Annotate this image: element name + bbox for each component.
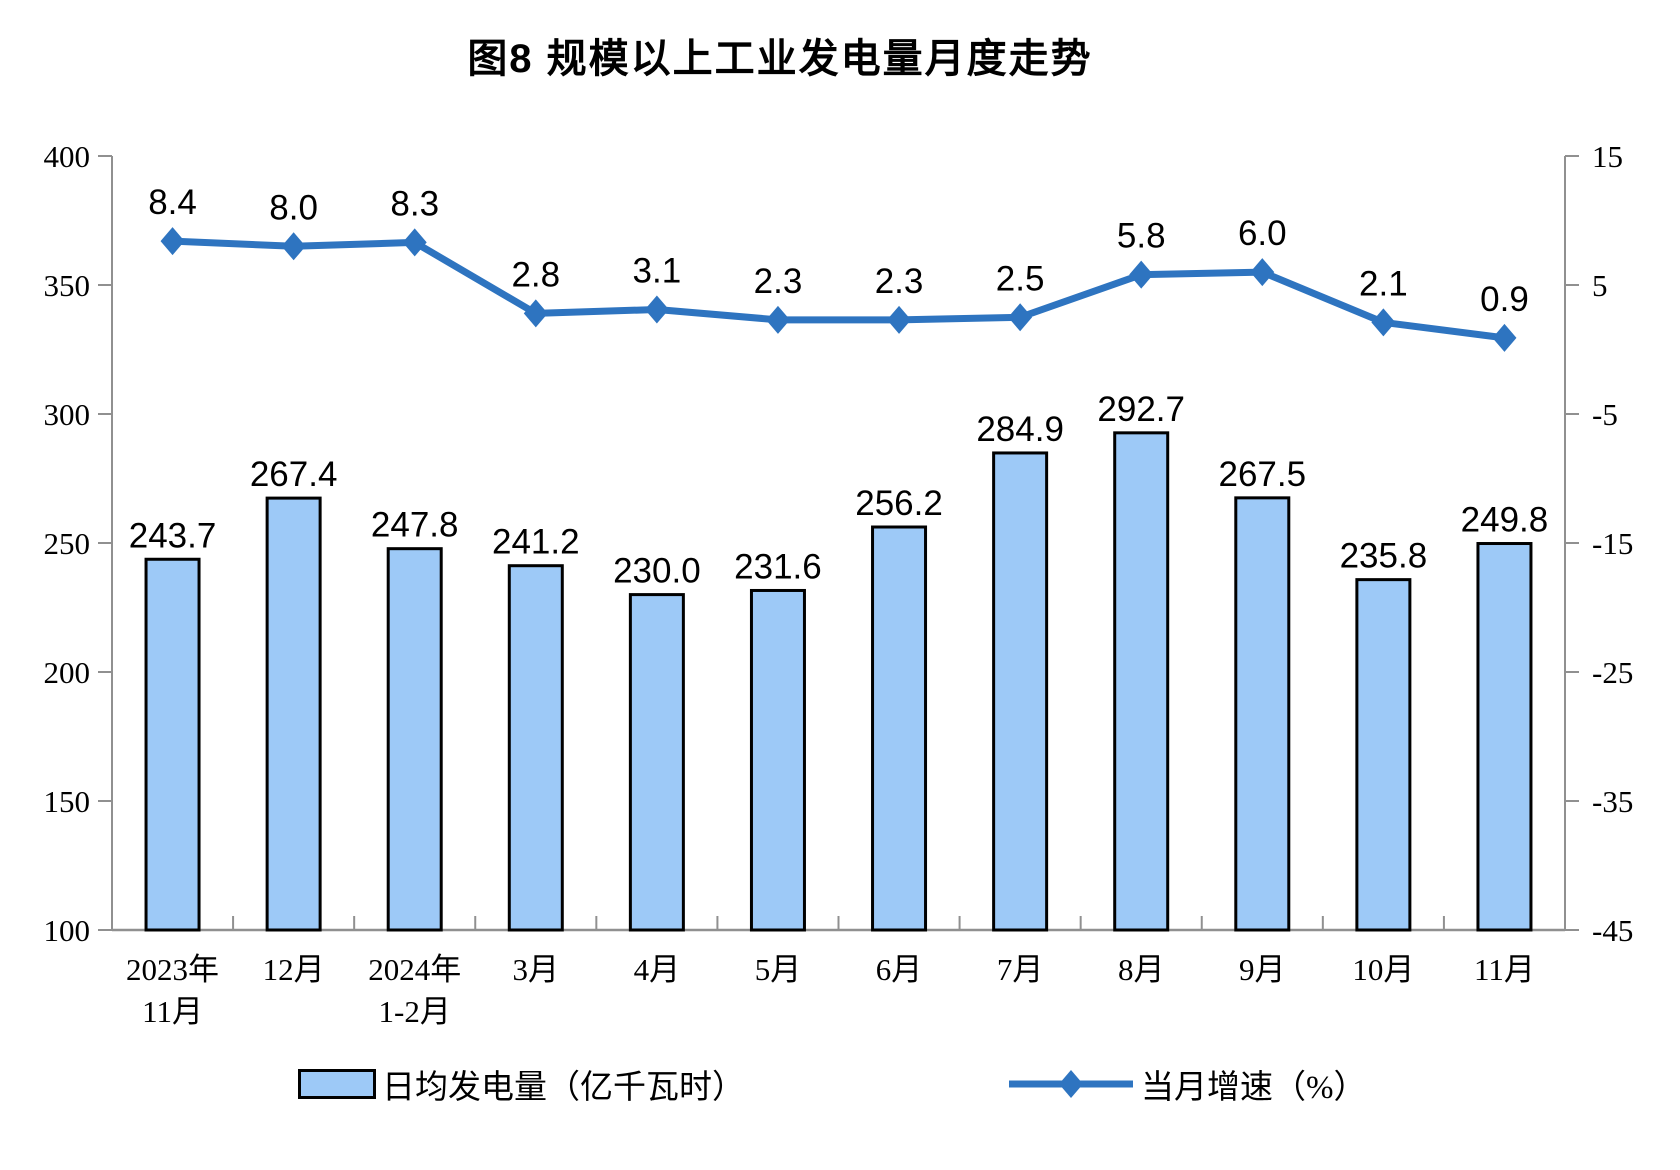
line-marker-diamond-icon <box>281 232 306 261</box>
bar-value-label: 267.4 <box>250 455 338 494</box>
line-marker-diamond-icon <box>1492 323 1517 352</box>
bar-series-swatch-icon <box>298 1069 376 1099</box>
x-axis-category-label: 11月 <box>1474 952 1535 987</box>
x-axis-category-label: 4月 <box>634 952 681 987</box>
left-axis-tick-label: 150 <box>44 784 91 819</box>
bar-daily-generation <box>628 593 685 932</box>
line-value-label: 2.8 <box>511 255 560 294</box>
x-axis-category-label: 1-2月 <box>379 994 451 1029</box>
line-value-label: 5.8 <box>1117 217 1166 256</box>
right-axis-tick-label: -25 <box>1592 655 1633 690</box>
bar-daily-generation <box>1355 578 1412 932</box>
line-marker-diamond-icon <box>523 299 548 328</box>
line-value-label: 3.1 <box>633 252 682 291</box>
line-marker-diamond-icon <box>1371 308 1396 337</box>
bar-daily-generation <box>1113 431 1170 932</box>
legend-item-line-series: 当月增速（%） <box>1005 1066 1367 1106</box>
line-value-label: 2.1 <box>1359 264 1408 303</box>
bar-daily-generation <box>1234 496 1291 932</box>
line-value-label: 8.0 <box>269 188 318 227</box>
line-marker-diamond-icon <box>765 305 790 334</box>
bar-value-label: 231.6 <box>734 547 822 586</box>
line-value-label: 8.3 <box>390 184 439 223</box>
bar-value-label: 267.5 <box>1218 455 1306 494</box>
line-marker-diamond-icon <box>1250 258 1275 287</box>
growth-rate-line <box>172 237 1505 342</box>
line-value-label: 2.5 <box>996 259 1045 298</box>
left-axis-tick-label: 200 <box>44 655 91 690</box>
x-axis-category-label: 2023年 <box>126 952 219 987</box>
x-axis-category-label: 10月 <box>1352 952 1414 987</box>
left-axis-tick-label: 100 <box>44 913 91 948</box>
line-marker-diamond-icon <box>887 305 912 334</box>
bar-value-label: 284.9 <box>976 410 1064 449</box>
line-marker-diamond-icon <box>402 228 427 257</box>
chart-title: 图8 规模以上工业发电量月度走势 <box>467 37 1093 81</box>
left-axis-tick-label: 350 <box>44 268 91 303</box>
x-axis-category-label: 5月 <box>755 952 802 987</box>
line-series-swatch-icon <box>1009 1070 1133 1098</box>
x-axis-category-label: 3月 <box>513 952 560 987</box>
left-axis-tick-label: 300 <box>44 397 91 432</box>
bar-daily-generation <box>265 496 322 932</box>
line-value-label: 8.4 <box>148 183 197 222</box>
bar-daily-generation <box>992 451 1049 932</box>
right-axis-tick-label: 5 <box>1592 268 1608 303</box>
bar-value-label: 292.7 <box>1097 390 1185 429</box>
bar-daily-generation <box>871 525 928 932</box>
line-series-legend-label: 当月增速（%） <box>1141 1070 1367 1106</box>
bar-daily-generation <box>1476 542 1533 932</box>
line-value-label: 0.9 <box>1480 280 1529 319</box>
x-axis-category-label: 6月 <box>876 952 923 987</box>
bar-value-label: 230.0 <box>613 552 701 591</box>
bar-value-label: 235.8 <box>1340 537 1428 576</box>
x-axis-category-label: 7月 <box>997 952 1044 987</box>
bar-series-legend-label: 日均发电量（亿千瓦时） <box>382 1070 745 1106</box>
legend-item-bar-series: 日均发电量（亿千瓦时） <box>298 1066 745 1106</box>
bar-daily-generation <box>144 557 201 932</box>
bar-value-label: 241.2 <box>492 523 580 562</box>
right-axis-tick-label: -45 <box>1592 913 1633 948</box>
right-axis-tick-label: 15 <box>1592 139 1623 174</box>
line-value-label: 2.3 <box>875 262 924 301</box>
line-marker-diamond-icon <box>160 227 185 256</box>
bar-daily-generation <box>507 564 564 932</box>
line-value-label: 2.3 <box>754 262 803 301</box>
line-marker-diamond-icon <box>644 295 669 324</box>
x-axis-category-label: 8月 <box>1118 952 1165 987</box>
line-marker-diamond-icon <box>1129 260 1154 289</box>
bar-daily-generation <box>749 588 806 932</box>
line-marker-diamond-icon <box>1008 303 1033 332</box>
bar-value-label: 249.8 <box>1461 501 1549 540</box>
right-axis-tick-label: -15 <box>1592 526 1633 561</box>
x-axis-category-label: 2024年 <box>368 952 461 987</box>
line-value-label: 6.0 <box>1238 214 1287 253</box>
bar-value-label: 243.7 <box>129 516 217 555</box>
left-axis-tick-label: 250 <box>44 526 91 561</box>
x-axis-category-label: 9月 <box>1239 952 1286 987</box>
left-axis-tick-label: 400 <box>44 139 91 174</box>
bar-value-label: 256.2 <box>855 484 943 523</box>
bar-daily-generation <box>386 547 443 932</box>
bar-value-label: 247.8 <box>371 506 459 545</box>
right-axis-tick-label: -35 <box>1592 784 1633 819</box>
x-axis-category-label: 11月 <box>142 994 203 1029</box>
x-axis-category-label: 12月 <box>263 952 325 987</box>
right-axis-tick-label: -5 <box>1592 397 1618 432</box>
